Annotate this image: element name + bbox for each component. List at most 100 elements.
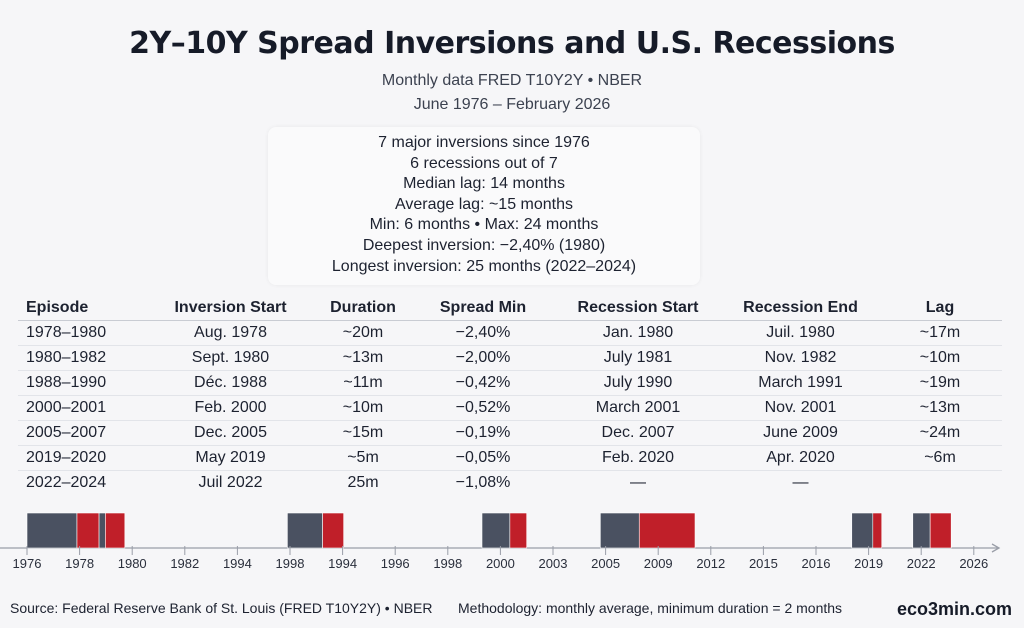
recession-bar [322,512,344,549]
table-row: 1978–1980 Aug. 1978 ~20m −2,40% Jan. 1980 Jui… [18,320,1002,346]
recession-bar [872,512,883,549]
x-tick-label: 1998 [433,556,462,571]
summary-box: 7 major inversions since 1976 6 recessio… [268,127,700,285]
x-tick-label: 1996 [381,556,410,571]
inversion-bar [98,512,106,549]
table-cell: ~10m [878,345,1002,371]
table-cell: July 1981 [553,345,723,371]
column-header: Lag [878,296,1002,321]
inversion-bar [481,512,511,549]
recession-bar [929,512,952,549]
recession-bar [638,512,696,549]
table-cell: Apr. 2020 [723,445,878,471]
table-cell: Sept. 1980 [148,345,313,371]
table-cell: March 1991 [723,370,878,396]
summary-line: Deepest inversion: −2,40% (1980) [362,236,606,254]
table-cell: ~13m [878,395,1002,421]
table-cell: 1988–1990 [18,370,148,396]
table-cell: 2019–2020 [18,445,148,471]
table-cell: 2000–2001 [18,395,148,421]
subtitle: Monthly data FRED T10Y2Y • NBER [381,72,643,89]
x-tick-label: 1976 [13,556,42,571]
inversion-bar [912,512,931,549]
x-tick-label: 2022 [907,556,936,571]
inversion-bar [26,512,78,549]
recession-bar [105,512,126,549]
table-cell: March 2001 [553,395,723,421]
methodology-note: Methodology: monthly average, minimum du… [458,600,843,616]
episodes-table: Episode Inversion Start Duration Spread Min… [18,296,1002,495]
page-title: 2Y–10Y Spread Inversions and U.S. Recess… [129,26,895,61]
table-header-row: Episode Inversion Start Duration Spread Min… [18,296,1002,321]
table-cell: May 2019 [148,445,313,471]
table-cell: −0,52% [413,395,553,421]
table-cell: — [792,474,809,491]
column-header: Episode [18,296,148,321]
inversion-bar [287,512,323,549]
date-range: June 1976 – February 2026 [413,96,611,113]
table-cell: ~6m [878,445,1002,471]
table-cell: ~20m [313,320,413,346]
table-cell: ~11m [313,370,413,396]
source-note: Source: Federal Reserve Bank of St. Loui… [10,600,433,616]
table-cell: 1978–1980 [18,320,148,346]
table-cell: — [630,474,646,491]
x-tick-label: 1998 [276,556,305,571]
x-tick-label: 1980 [118,556,147,571]
summary-line: Longest inversion: 25 months (2022–2024) [331,257,637,275]
summary-line: Median lag: 14 months [403,175,565,193]
table-cell [878,471,1002,496]
x-tick-label: 2026 [959,556,988,571]
table-row: 2005–2007 Dec. 2005 ~15m −0,19% Dec. 2007 Jun… [18,420,1002,446]
summary-line: 7 major inversions since 1976 [378,134,590,151]
column-header: Spread Min [413,296,553,321]
table-cell: −2,40% [413,320,553,346]
table-cell: Déc. 1988 [148,370,313,396]
table-cell: 2005–2007 [18,420,148,446]
table-cell: Juil 2022 [198,474,263,491]
table-cell: ~24m [878,420,1002,446]
summary-line: Min: 6 months • Max: 24 months [369,216,599,234]
x-tick-label: 1978 [65,556,94,571]
table-cell: −0,42% [413,370,553,396]
table-cell: ~10m [313,395,413,421]
table-cell: ~19m [878,370,1002,396]
x-tick-label: 2012 [696,556,725,571]
table-cell: 25m [347,474,379,491]
column-header: Duration [313,296,413,321]
table-row: 2019–2020 May 2019 ~5m −0,05% Feb. 2020 Apr. … [18,445,1002,471]
recession-bar [76,512,100,549]
x-tick-label: 2016 [802,556,831,571]
x-tick-label: 2019 [854,556,883,571]
table-cell: June 2009 [723,420,878,446]
table-cell: Aug. 1978 [148,320,313,346]
table-row: 1988–1990 Déc. 1988 ~11m −0,42% July 1990 Mar… [18,370,1002,396]
table-row: 2022–2024 Juil 2022 25m −1,08% — — [18,471,1002,496]
table-row: 1980–1982 Sept. 1980 ~13m −2,00% July 1981 No… [18,345,1002,371]
table-cell: −1,08% [455,474,511,491]
table-cell: Feb. 2000 [148,395,313,421]
inversion-bar [851,512,874,549]
table-cell: ~15m [313,420,413,446]
x-tick-label: 2005 [591,556,620,571]
timeline-chart: 1976 1978 1980 1982 1994 1998 1994 1996 1998 2000… [0,512,1001,571]
table-cell: ~5m [313,445,413,471]
x-tick-label: 1994 [223,556,252,571]
table-cell: Nov. 1982 [723,345,878,371]
table-cell: ~17m [878,320,1002,346]
column-header: Recession End [723,296,878,321]
table-cell: Dec. 2007 [553,420,723,446]
table-cell: Nov. 2001 [723,395,878,421]
table-cell: July 1990 [553,370,723,396]
column-header: Inversion Start [148,296,313,321]
x-tick-label: 2015 [749,556,778,571]
column-header: Recession Start [553,296,723,321]
table-cell: Juil. 1980 [723,320,878,346]
x-tick-label: 1982 [170,556,199,571]
table-cell: Jan. 1980 [553,320,723,346]
table-cell: −0,19% [413,420,553,446]
recession-bar [509,512,528,549]
x-tick-label: 1994 [328,556,357,571]
inversion-bar [600,512,640,549]
x-tick-label: 2003 [539,556,568,571]
